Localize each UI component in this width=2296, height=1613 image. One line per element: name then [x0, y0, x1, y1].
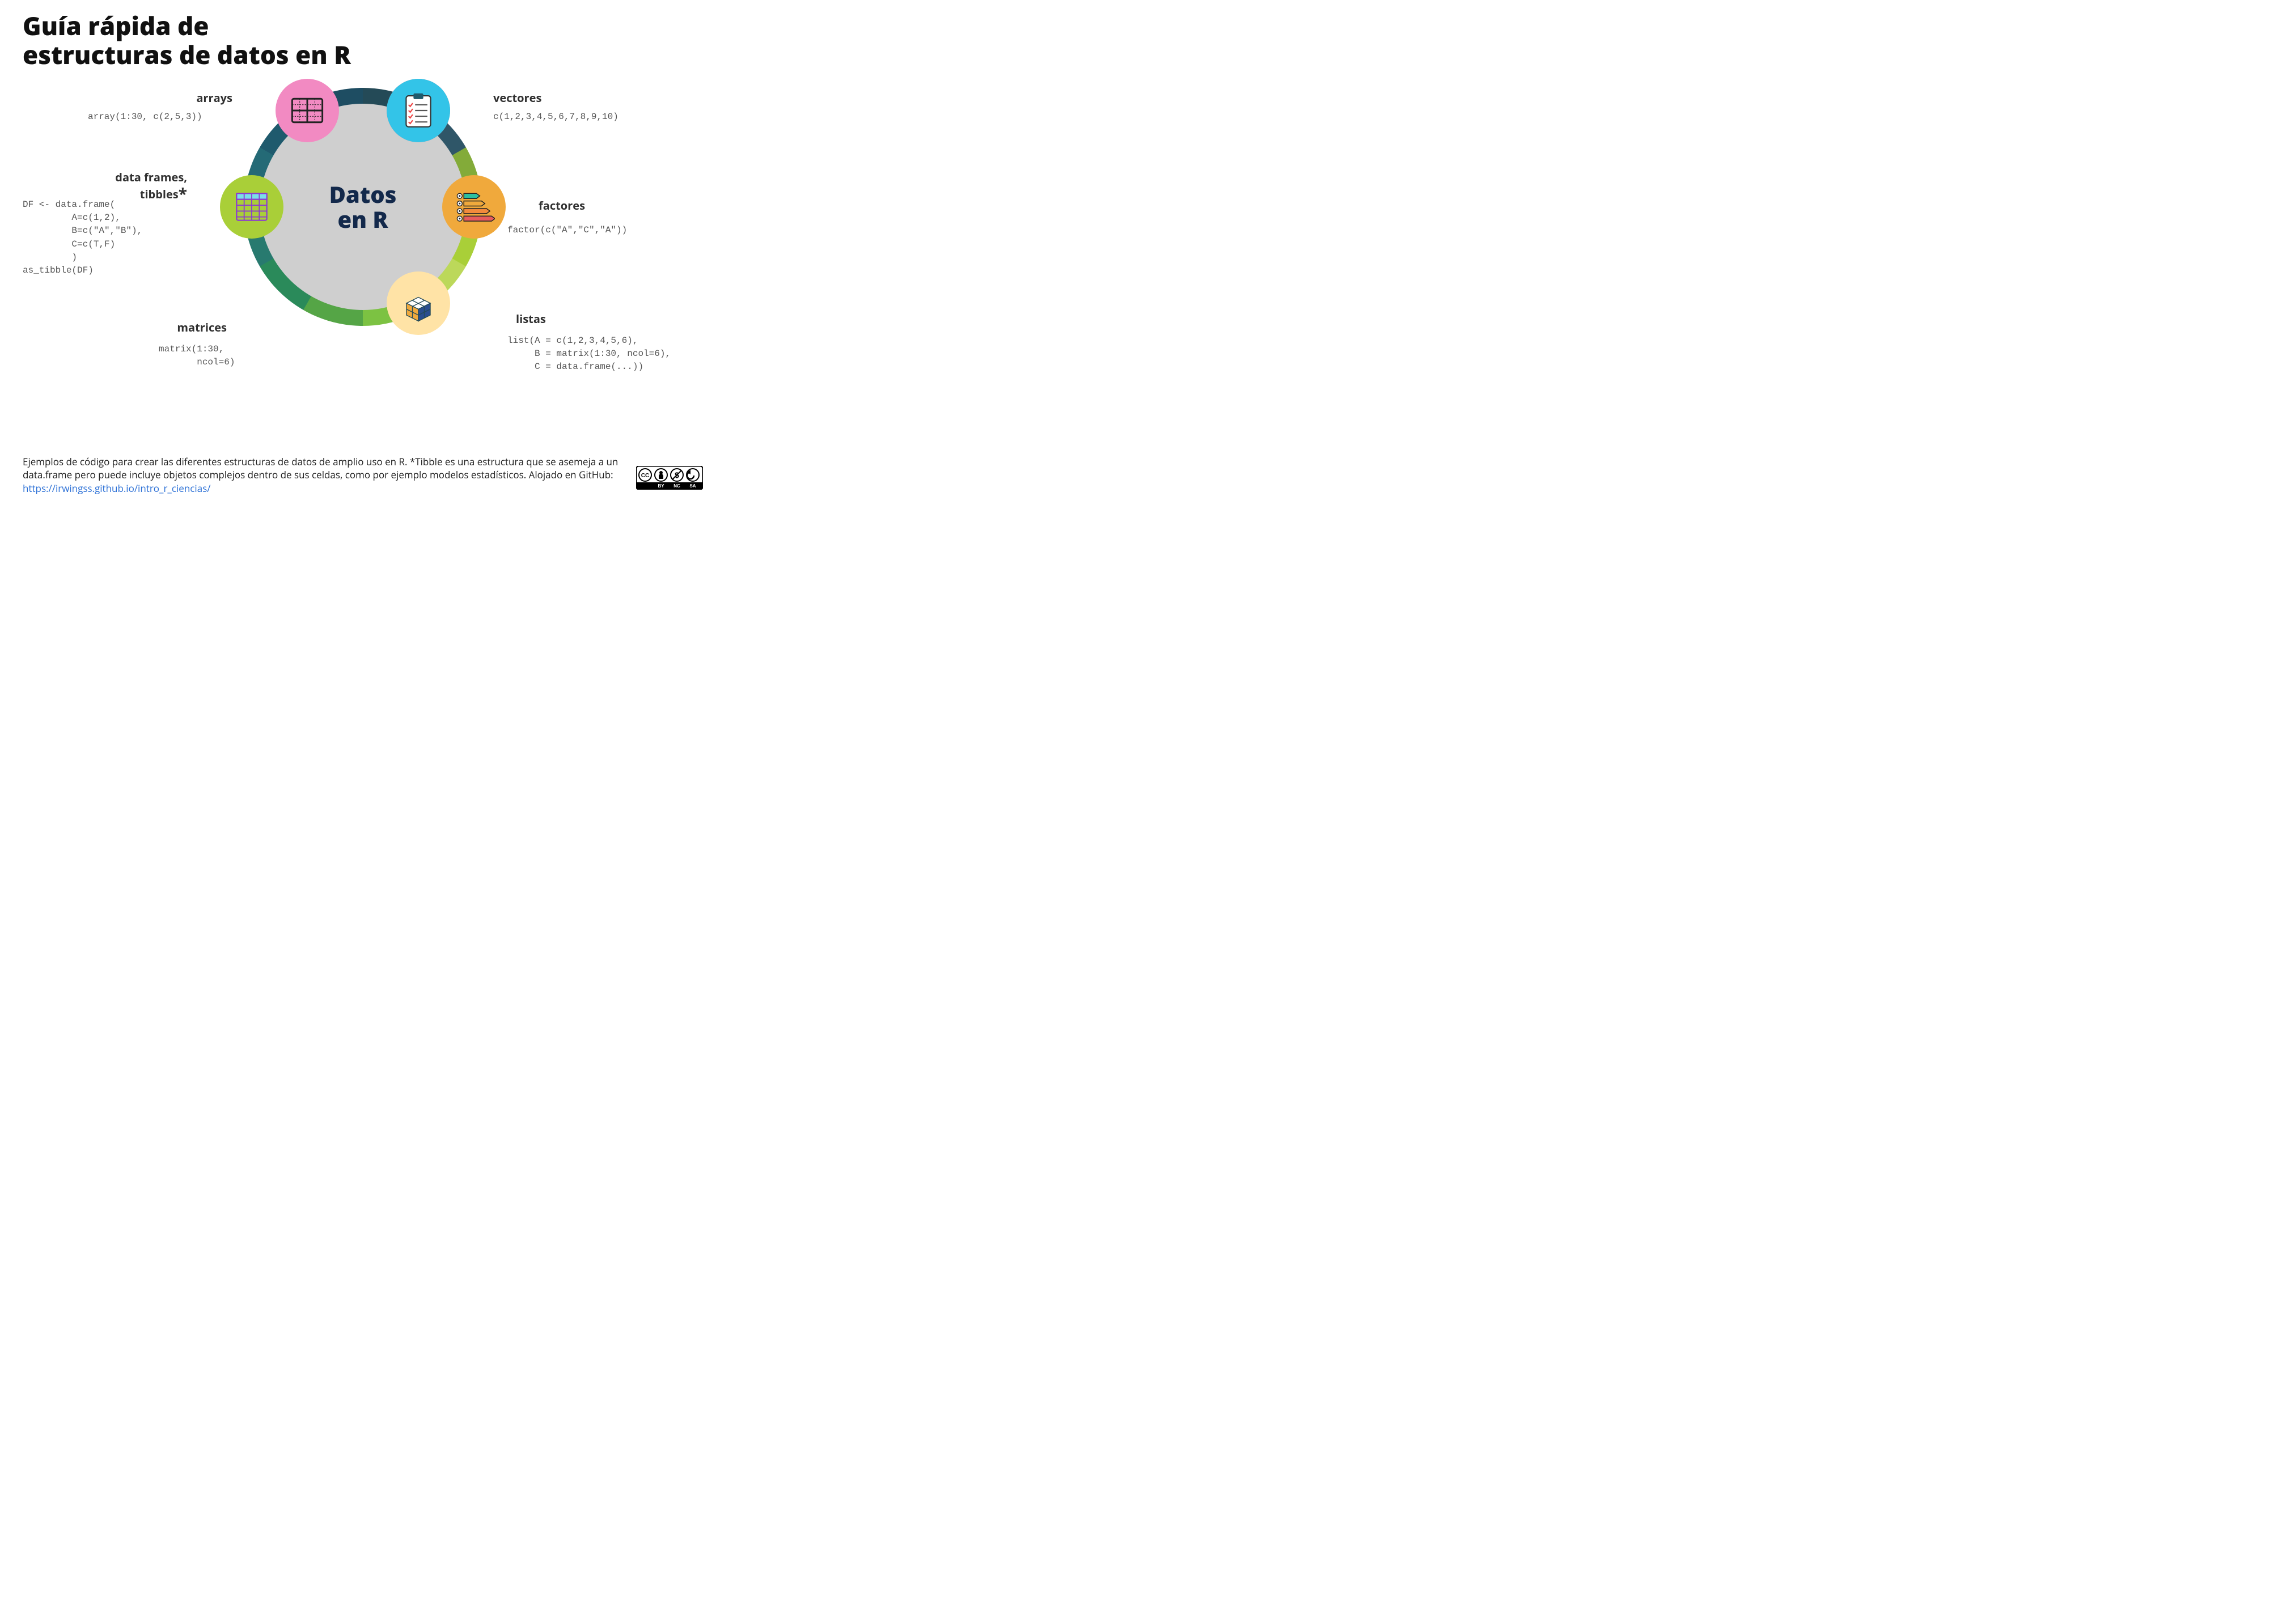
factores-icon — [453, 186, 495, 228]
footer-caption: Ejemplos de código para crear las difere… — [23, 455, 624, 495]
page-title: Guía rápida deestructuras de datos en R — [23, 11, 351, 69]
code-dataframes: DF <- data.frame( A=c(1,2), B=c("A","B")… — [23, 198, 142, 277]
code-factores: factor(c("A","C","A")) — [507, 224, 627, 237]
arrays-icon — [399, 283, 438, 323]
node-arrays — [387, 271, 450, 335]
cc-by-nc-sa-icon: CC $ BYNCSA — [636, 466, 703, 490]
center-label: Datos en R — [329, 182, 397, 232]
code-arrays: array(1:30, c(2,5,3)) — [88, 111, 202, 124]
label-arrays: arrays — [196, 91, 232, 105]
cc-license-badge: CC $ BYNCSA — [636, 466, 703, 490]
svg-text:CC: CC — [641, 473, 649, 479]
title-text: Guía rápida deestructuras de datos en R — [23, 9, 351, 71]
radial-diagram: Datos en R — [244, 88, 482, 326]
footer-text: Ejemplos de código para crear las difere… — [23, 455, 618, 482]
listas-icon — [398, 90, 439, 131]
svg-text:BY: BY — [658, 483, 664, 489]
code-listas: list(A = c(1,2,3,4,5,6), B = matrix(1:30… — [507, 334, 671, 374]
code-matrices: matrix(1:30, ncol=6) — [159, 343, 235, 369]
label-factores: factores — [539, 198, 585, 213]
node-listas — [387, 79, 450, 142]
matrices-icon — [286, 90, 328, 131]
label-vectores: vectores — [493, 91, 541, 105]
node-factores — [442, 175, 506, 239]
svg-text:SA: SA — [689, 483, 696, 489]
github-link[interactable]: https://irwingss.github.io/intro_r_cienc… — [23, 482, 210, 495]
code-vectores: c(1,2,3,4,5,6,7,8,9,10) — [493, 111, 619, 124]
node-dataframes — [220, 175, 283, 239]
dataframes-icon — [231, 186, 273, 228]
svg-text:NC: NC — [673, 483, 680, 489]
node-matrices — [276, 79, 339, 142]
center-line2: en R — [329, 207, 397, 232]
label-matrices: matrices — [177, 320, 227, 334]
label-listas: listas — [516, 312, 546, 326]
